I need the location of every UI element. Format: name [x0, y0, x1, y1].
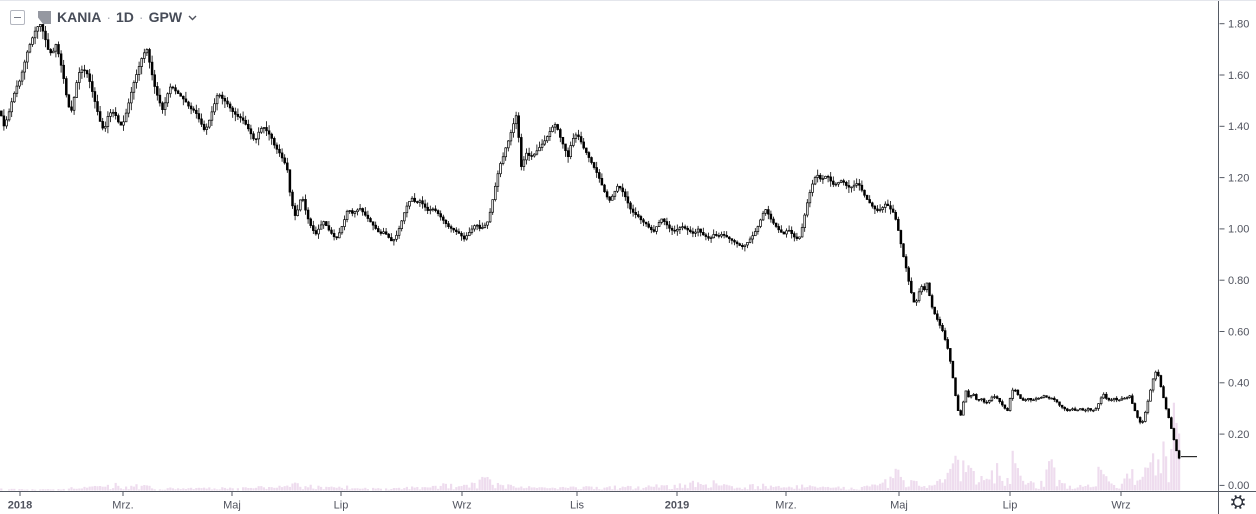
minus-icon [14, 17, 21, 18]
symbol-title[interactable]: KANIA [57, 9, 102, 25]
price-tick-label: 0.60 [1228, 326, 1249, 338]
time-tick-label: Lip [334, 500, 349, 512]
gear-icon [1230, 494, 1246, 510]
legend-separator: · [106, 9, 112, 25]
interval-label[interactable]: 1D [116, 9, 134, 25]
time-tick-label: 2018 [8, 500, 32, 512]
time-tick-label: Maj [223, 500, 241, 512]
legend-separator: · [138, 9, 144, 25]
time-tick-label: Maj [890, 500, 908, 512]
pane-settings-button[interactable] [1226, 492, 1250, 512]
legend: KANIA · 1D · GPW [10, 10, 198, 25]
time-tick-label: Wrz [452, 500, 471, 512]
time-tick-label: Mrz. [775, 500, 796, 512]
collapse-pane-button[interactable] [10, 10, 25, 25]
time-tick-label: Wrz [1111, 500, 1130, 512]
time-tick-label: Mrz. [112, 500, 133, 512]
price-tick-label: 1.60 [1228, 70, 1249, 82]
price-tick-label: 1.40 [1228, 121, 1249, 133]
price-tick-label: 0.00 [1228, 480, 1249, 492]
price-tick-label: 1.80 [1228, 19, 1249, 31]
price-tick-label: 0.80 [1228, 275, 1249, 287]
candle-series [0, 18, 1181, 460]
time-tick-label: 2019 [665, 500, 689, 512]
symbol-logo-icon[interactable] [38, 11, 51, 24]
time-tick-label: Lip [1003, 500, 1018, 512]
volume-series [0, 402, 1181, 491]
exchange-label[interactable]: GPW [148, 9, 183, 25]
price-tick-label: 0.40 [1228, 378, 1249, 390]
time-tick-label: Lis [570, 500, 585, 512]
price-tick-label: 1.00 [1228, 224, 1249, 236]
price-tick-label: 1.20 [1228, 172, 1249, 184]
price-axis[interactable]: 1.80 1.60 1.40 1.20 1.00 0.80 0.60 0.40 0.20 0.00 [1218, 1, 1250, 514]
time-axis[interactable]: 2018 Mrz. Maj Lip Wrz Lis 2019 Mrz. Maj Lip Wrz [0, 491, 1256, 512]
chevron-down-icon[interactable] [187, 12, 198, 23]
price-tick-label: 0.20 [1228, 429, 1249, 441]
gear-teeth [1230, 494, 1246, 510]
